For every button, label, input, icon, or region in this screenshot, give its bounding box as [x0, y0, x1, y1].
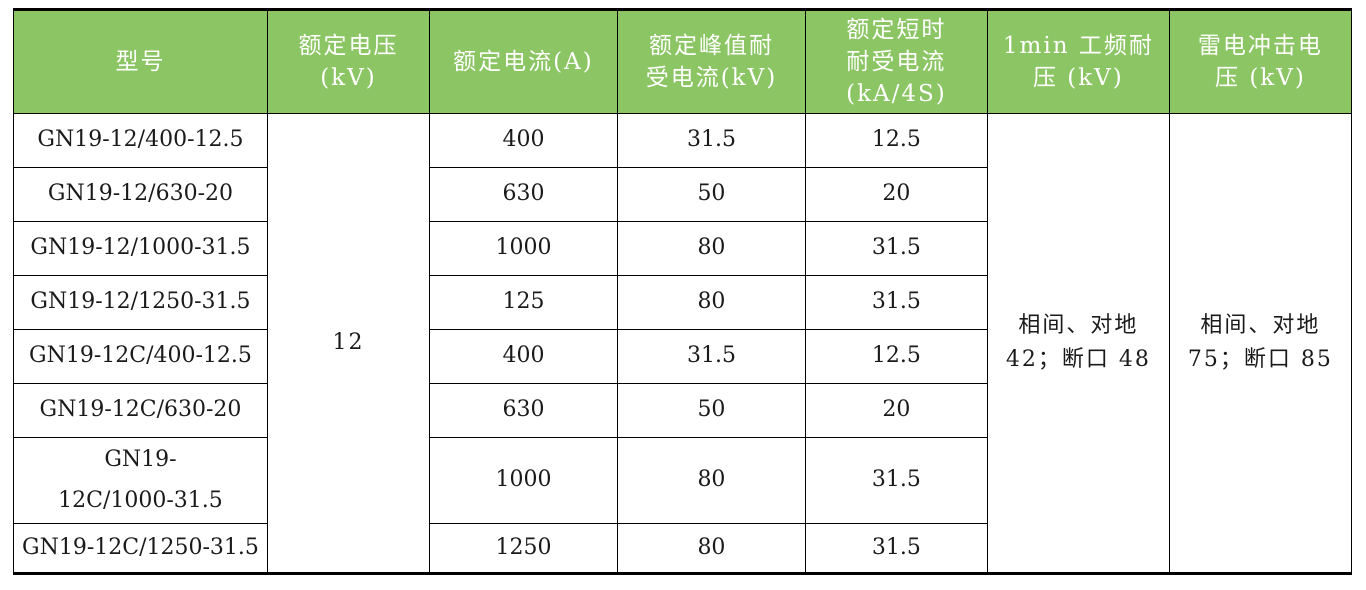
cell-rated-voltage-merged: 12 [266, 112, 430, 575]
cell-peak-withstand: 80 [616, 523, 806, 575]
table-row: GN19-12C/1250-31.5 1250 80 31.5 [13, 523, 1352, 575]
table-row: GN19-12/1250-31.5 125 80 31.5 [13, 275, 1352, 330]
col-header-rated-voltage: 额定电压 (kV) [266, 9, 430, 114]
spec-table: 型号 额定电压 (kV) 额定电流(A) 额定峰值耐 受电流(kV) 额定短时 … [13, 8, 1353, 576]
cell-rated-current: 125 [428, 275, 618, 330]
table-row: GN19-12/400-12.5 12 400 31.5 12.5 相间、对地 … [13, 112, 1353, 575]
cell-peak-withstand: 31.5 [616, 113, 806, 168]
cell-model: GN19-12/400-12.5 [13, 113, 268, 168]
cell-rated-current: 1250 [428, 523, 618, 575]
cell-model: GN19-12/630-20 [13, 167, 268, 222]
cell-power-frequency-withstand-merged: 相间、对地 42；断口 48 [986, 112, 1170, 575]
cell-rated-current: 1000 [428, 436, 618, 525]
cell-peak-withstand: 80 [616, 436, 806, 525]
cell-rated-current: 1000 [428, 221, 618, 276]
col-header-lightning-impulse: 雷电冲击电 压 (kV) [1168, 9, 1353, 114]
cell-short-time-withstand: 20 [804, 167, 988, 222]
cell-peak-withstand: 80 [616, 275, 806, 330]
cell-short-time-withstand: 12.5 [804, 113, 988, 168]
cell-model: GN19-12C/400-12.5 [13, 329, 268, 384]
cell-short-time-withstand: 31.5 [804, 275, 988, 330]
cell-rated-current: 400 [428, 113, 618, 168]
table-row: GN19-12C/400-12.5 400 31.5 12.5 [13, 329, 1352, 384]
cell-rated-current: 630 [428, 383, 618, 438]
table-header: 型号 额定电压 (kV) 额定电流(A) 额定峰值耐 受电流(kV) 额定短时 … [13, 9, 1353, 114]
cell-short-time-withstand: 20 [804, 383, 988, 438]
cell-model: GN19-12C/630-20 [13, 383, 268, 438]
table-row: GN19- 12C/1000-31.5 1000 80 31.5 [13, 436, 1352, 525]
table-row: GN19-12C/630-20 630 50 20 [13, 383, 1352, 438]
col-header-short-time-withstand-current: 额定短时 耐受电流 (kA/4S) [804, 9, 988, 114]
header-row: 型号 额定电压 (kV) 额定电流(A) 额定峰值耐 受电流(kV) 额定短时 … [13, 9, 1353, 114]
cell-peak-withstand: 80 [616, 221, 806, 276]
col-header-model: 型号 [13, 9, 268, 114]
cell-rated-current: 630 [428, 167, 618, 222]
col-header-power-frequency-withstand: 1min 工频耐 压 (kV) [986, 9, 1170, 114]
cell-model: GN19-12/1000-31.5 [13, 221, 268, 276]
cell-rated-current: 400 [428, 329, 618, 384]
table-body: GN19-12/400-12.5 12 400 31.5 12.5 相间、对地 … [13, 112, 1353, 575]
cell-short-time-withstand: 31.5 [804, 221, 988, 276]
cell-model: GN19-12/1250-31.5 [13, 275, 268, 330]
cell-model: GN19-12C/1250-31.5 [13, 523, 268, 575]
cell-peak-withstand: 31.5 [616, 329, 806, 384]
cell-short-time-withstand: 31.5 [804, 436, 988, 525]
cell-model: GN19- 12C/1000-31.5 [13, 436, 268, 525]
col-header-peak-withstand-current: 额定峰值耐 受电流(kV) [616, 9, 806, 114]
cell-peak-withstand: 50 [616, 383, 806, 438]
cell-lightning-impulse-merged: 相间、对地 75；断口 85 [1168, 112, 1353, 575]
cell-short-time-withstand: 31.5 [804, 523, 988, 575]
cell-short-time-withstand: 12.5 [804, 329, 988, 384]
cell-peak-withstand: 50 [616, 167, 806, 222]
col-header-rated-current: 额定电流(A) [428, 9, 618, 114]
